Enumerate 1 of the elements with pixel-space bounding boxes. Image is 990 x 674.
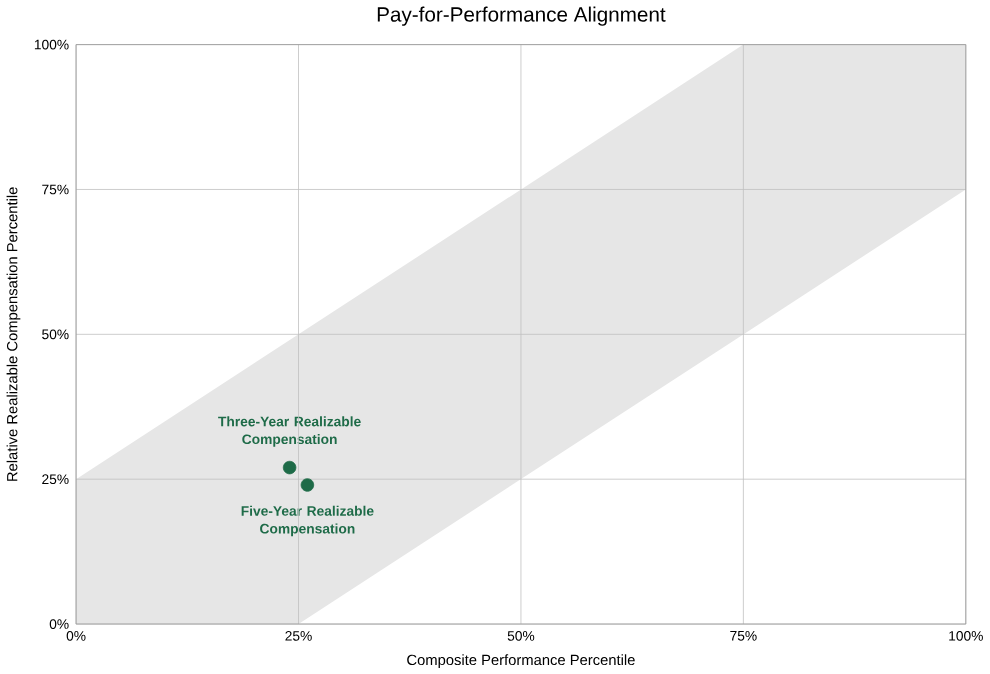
chart-title: Pay-for-Performance Alignment xyxy=(377,6,666,26)
